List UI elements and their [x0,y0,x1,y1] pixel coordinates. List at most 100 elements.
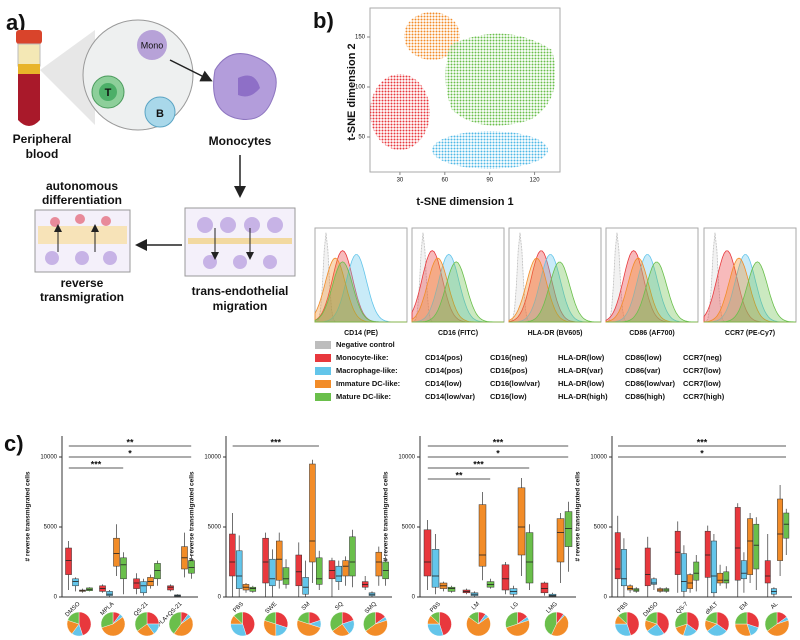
box [777,498,784,561]
legend-marker: CD14(low) [425,379,462,388]
pie-slice [674,611,688,628]
legend-marker: HLA-DR(low) [558,379,605,388]
y-tick-label: 50 [358,135,365,141]
pie-slice [101,616,126,637]
box [133,578,140,589]
box [747,518,754,575]
y-axis-title: # reverse transmigrated cells [25,471,32,561]
blood-tube [16,30,42,126]
pie-slice [686,611,700,632]
panel-label: a) [6,10,26,35]
box [540,582,549,594]
x-tick-label: LM [471,601,481,611]
box [72,578,79,587]
legend-label: Mature DC-like: [336,392,391,401]
pie-slice [505,620,530,637]
box [106,591,113,596]
y-tick-label: 5000 [44,525,58,531]
diagram-label: Peripheral [13,132,72,146]
y-tick-label: 5000 [402,525,416,531]
b-cell-label: B [156,108,164,120]
box [140,581,147,594]
box [564,511,573,547]
box [423,529,432,577]
y-tick-label: 10000 [590,455,607,461]
diagram-label: migration [213,299,268,313]
tsne-clusters [370,12,556,169]
pie-slice [264,611,276,625]
y-axis-title: # reverse transmigrated cells [383,471,390,561]
pie-slice [168,611,182,634]
legend-marker: CCR7(neg) [683,353,722,362]
b-cell [144,96,176,128]
x-tick-label: 90 [486,178,493,184]
legend-marker: CCR7(high) [683,392,725,401]
legend-marker: CCR7(low) [683,379,721,388]
x-axis-title: t-SNE dimension 1 [416,196,513,208]
pie-slice [617,611,628,625]
legend-label: Immature DC-like: [336,379,400,388]
pie-slice [363,611,376,632]
box [154,563,161,580]
pie-slice [764,611,778,632]
box [614,532,621,580]
pie-slice [134,611,148,632]
pie-slice [544,611,557,636]
legend-label: Monocyte-like: [336,353,389,362]
histogram-curve [704,261,797,323]
legend-marker: CD86(low/var) [625,379,676,388]
significance-label: *** [473,459,484,469]
legend-marker: CD16(low) [490,392,527,401]
t-cell-label: T [105,87,112,99]
significance-label: *** [697,437,708,447]
significance-label: *** [493,437,504,447]
histogram-curve [606,261,698,323]
panel-label: c) [4,431,24,456]
y-tick-label: 5000 [594,525,608,531]
mono-label: Mono [141,40,164,50]
pie-slice [767,620,790,637]
diagram-label: transmigration [40,290,124,304]
box [627,585,634,591]
box [680,553,687,592]
histogram-curve [412,261,504,323]
legend-marker: CD86(low) [625,353,662,362]
legend-swatch [315,380,331,388]
box [734,507,741,581]
diagram-label: blood [26,147,59,161]
box [269,558,276,587]
legend-marker: CD86(var) [625,366,661,375]
pie-slice [466,616,491,637]
box [687,574,694,589]
box [249,586,257,592]
significance-label: *** [271,437,282,447]
legend-marker: HLA-DR(high) [558,392,608,401]
diagram-label: Monocytes [209,134,272,148]
box [644,547,651,587]
y-axis-title: # reverse transmigrated cells [189,471,196,561]
box [740,560,747,580]
histogram-curve [509,261,601,323]
x-tick-label: 60 [441,178,448,184]
y-tick-label: 10000 [398,455,415,461]
pie-slice [468,611,479,625]
arrow [169,59,213,82]
box [783,512,790,539]
histogram-title: HLA-DR (BV605) [528,330,583,337]
box [375,551,383,577]
box [120,557,127,580]
box [556,518,565,563]
y-axis-title: # reverse transmigrated cells [575,471,582,561]
pie-slice [100,611,114,628]
t-cell-nucleus [99,83,117,101]
box [235,550,243,589]
box [620,549,627,587]
box [704,530,711,578]
legend-marker: CD16(neg) [490,353,528,362]
box [431,549,440,588]
box [674,530,681,575]
legend-marker: CD16(low/var) [490,379,541,388]
x-tick-label: AL [770,601,780,611]
box [723,571,730,584]
x-tick-label: LG [510,601,520,611]
